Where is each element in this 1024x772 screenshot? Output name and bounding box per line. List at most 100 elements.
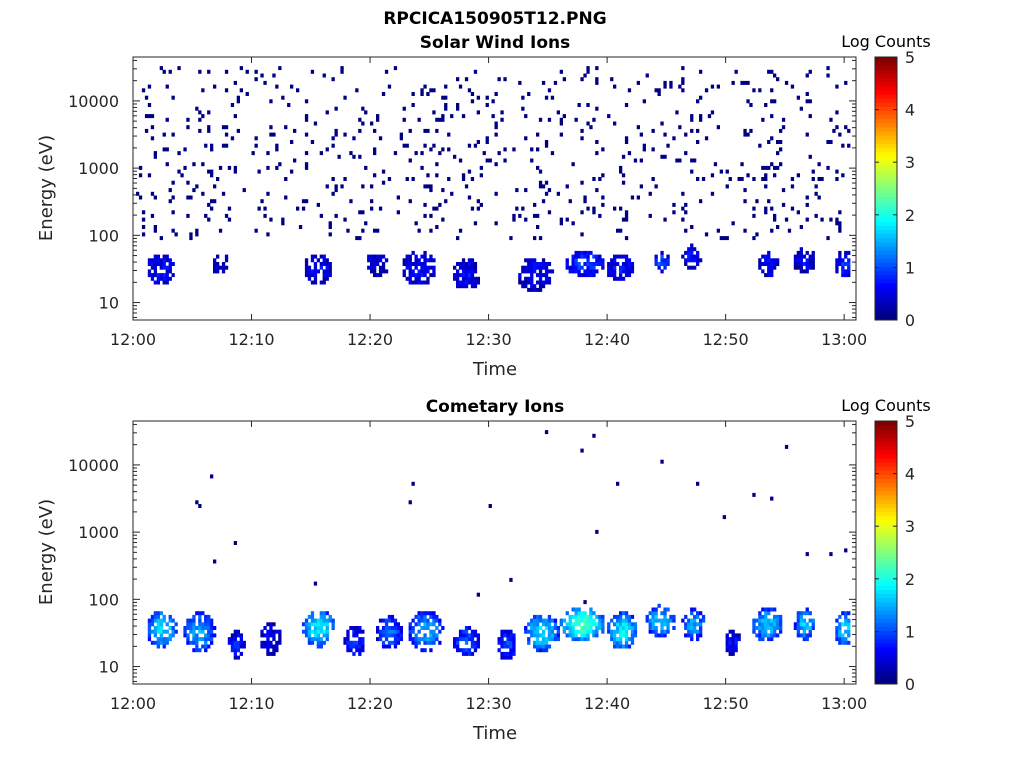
spectrogram-cell bbox=[236, 655, 240, 660]
spectrogram-cell bbox=[233, 169, 237, 174]
spectrogram-cell bbox=[393, 626, 398, 630]
spectrogram-cell bbox=[275, 648, 279, 653]
spectrogram-cell bbox=[458, 637, 463, 642]
spectrogram-cell bbox=[165, 117, 169, 122]
spectrogram-cell bbox=[381, 92, 386, 96]
spectrogram-cell bbox=[470, 177, 475, 181]
spectrogram-cell bbox=[349, 648, 353, 653]
spectrogram-cell bbox=[373, 269, 377, 274]
spectrogram-cell bbox=[485, 95, 489, 100]
spectrogram-cell bbox=[216, 262, 220, 266]
spectrogram-cell bbox=[210, 633, 214, 638]
spectrogram-cell bbox=[521, 269, 525, 274]
spectrogram-cell bbox=[275, 165, 279, 170]
spectrogram-cell bbox=[657, 603, 661, 608]
spectrogram-cell bbox=[165, 622, 169, 627]
spectrogram-cell bbox=[536, 147, 540, 152]
spectrogram-cell bbox=[755, 633, 759, 638]
spectrogram-cell bbox=[660, 258, 664, 263]
spectrogram-cell bbox=[432, 633, 436, 638]
spectrogram-cell bbox=[805, 92, 809, 96]
spectrogram-cell bbox=[429, 611, 433, 616]
spectrogram-cell bbox=[844, 611, 848, 616]
spectrogram-cell bbox=[322, 258, 326, 263]
spectrogram-cell bbox=[770, 607, 774, 612]
spectrogram-cell bbox=[227, 637, 232, 642]
spectrogram-cell bbox=[506, 633, 510, 638]
spectrogram-cell bbox=[426, 265, 430, 270]
spectrogram-cell bbox=[467, 258, 472, 263]
spectrogram-cell bbox=[417, 117, 421, 122]
spectrogram-cell bbox=[598, 622, 602, 627]
spectrogram-cell bbox=[150, 276, 155, 281]
spectrogram-cell bbox=[509, 629, 513, 634]
spectrogram-cell bbox=[808, 629, 812, 634]
spectrogram-cell bbox=[370, 121, 374, 126]
colorbar-segment bbox=[875, 519, 897, 525]
spectrogram-cell bbox=[533, 265, 537, 270]
spectrogram-cell bbox=[624, 637, 629, 642]
spectrogram-cell bbox=[613, 254, 617, 259]
spectrogram-cell bbox=[627, 626, 632, 630]
spectrogram-cell bbox=[586, 273, 590, 278]
colorbar-segment bbox=[875, 180, 897, 185]
spectrogram-cell bbox=[304, 633, 309, 638]
spectrogram-cell bbox=[414, 151, 418, 156]
spectrogram-cell bbox=[423, 633, 427, 638]
spectrogram-cell bbox=[171, 95, 175, 100]
spectrogram-cell bbox=[506, 655, 510, 660]
spectrogram-cell bbox=[509, 633, 513, 638]
spectrogram-cell bbox=[159, 265, 163, 270]
spectrogram-cell bbox=[829, 140, 833, 144]
spectrogram-cell bbox=[420, 618, 424, 623]
spectrogram-cell bbox=[165, 265, 169, 270]
spectrogram-cell bbox=[547, 614, 552, 619]
spectrogram-cell bbox=[141, 232, 146, 237]
spectrogram-cell bbox=[601, 195, 605, 200]
spectrogram-cell bbox=[230, 103, 235, 107]
spectrogram-cell bbox=[648, 611, 652, 616]
spectrogram-cell bbox=[447, 147, 451, 152]
spectrogram-cell bbox=[245, 92, 249, 96]
spectrogram-cell bbox=[429, 273, 433, 278]
spectrogram-cell bbox=[378, 254, 383, 259]
spectrogram-cell bbox=[565, 262, 569, 266]
spectrogram-cell bbox=[387, 629, 392, 634]
spectrogram-cell bbox=[168, 258, 172, 263]
spectrogram-cell bbox=[423, 626, 427, 630]
spectrogram-cell bbox=[530, 284, 534, 289]
spectrogram-cell bbox=[547, 633, 552, 638]
spectrogram-cell bbox=[381, 262, 386, 266]
spectrogram-cell bbox=[370, 206, 374, 211]
spectrogram-cell bbox=[690, 254, 694, 259]
spectrogram-cell bbox=[476, 140, 480, 144]
spectrogram-cell bbox=[156, 262, 160, 266]
spectrogram-cell bbox=[530, 269, 534, 274]
spectrogram-cell bbox=[781, 188, 786, 193]
spectrogram-cell bbox=[411, 92, 415, 96]
spectrogram-cell bbox=[731, 648, 735, 653]
spectrogram-cell bbox=[373, 254, 377, 259]
spectrogram-cell bbox=[408, 258, 412, 263]
spectrogram-cell bbox=[796, 611, 800, 616]
spectrogram-cell bbox=[844, 618, 848, 623]
spectrogram-cell bbox=[767, 626, 771, 630]
spectrogram-cell bbox=[150, 614, 155, 619]
spectrogram-cell bbox=[586, 103, 590, 107]
spectrogram-cell bbox=[793, 258, 798, 263]
spectrogram-cell bbox=[162, 69, 166, 74]
spectrogram-cell bbox=[138, 165, 143, 170]
spectrogram-cell bbox=[272, 73, 276, 78]
spectrogram-cell bbox=[586, 622, 590, 627]
spectrogram-cell bbox=[654, 88, 658, 93]
spectrogram-cell bbox=[624, 644, 629, 649]
spectrogram-cell bbox=[654, 258, 658, 263]
spectrogram-cell bbox=[186, 213, 190, 218]
spectrogram-cell bbox=[770, 637, 774, 642]
spectrogram-cell bbox=[565, 184, 569, 189]
spectrogram-cell bbox=[577, 250, 581, 255]
spectrogram-cell bbox=[583, 637, 587, 642]
colorbar-segment bbox=[875, 457, 897, 463]
spectrogram-cell bbox=[672, 626, 676, 630]
spectrogram-cell bbox=[565, 626, 569, 630]
